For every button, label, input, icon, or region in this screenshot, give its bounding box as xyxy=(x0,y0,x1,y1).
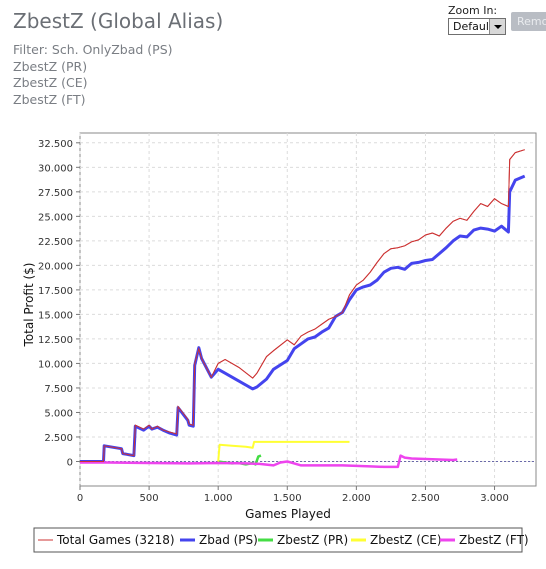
chevron-down-icon[interactable] xyxy=(489,19,505,34)
y-tick-label: 17.500 xyxy=(38,286,73,297)
y-axis-label: Total Profit ($) xyxy=(22,263,36,348)
zoom-label: Zoom In: xyxy=(448,4,498,17)
y-tick-label: 27.500 xyxy=(38,188,73,199)
legend-label: Zbad (PS) xyxy=(199,533,258,547)
y-tick-label: 5.000 xyxy=(44,408,73,419)
x-tick-label: 2.000 xyxy=(342,493,371,504)
filter-list: Filter: Sch. OnlyZbad (PS) ZbestZ (PR) Z… xyxy=(13,42,173,108)
y-tick-label: 20.000 xyxy=(38,261,73,272)
plot-area xyxy=(79,132,537,487)
filter-line: ZbestZ (FT) xyxy=(13,91,86,107)
zoom-select-value: Default xyxy=(453,20,494,33)
y-tick-label: 22.500 xyxy=(38,237,73,248)
series-line-overlay xyxy=(80,149,525,462)
y-tick-label: 25.000 xyxy=(38,212,73,223)
filter-line: Filter: Sch. OnlyZbad (PS) xyxy=(13,42,173,57)
legend-label: ZbestZ (FT) xyxy=(459,533,529,547)
y-tick-label: 32.500 xyxy=(38,139,73,150)
x-tick-label: 1.500 xyxy=(273,493,302,504)
remove-button[interactable]: Remo xyxy=(511,12,546,31)
series-line xyxy=(80,454,458,469)
y-tick-label: 0 xyxy=(67,457,73,468)
legend-label: ZbestZ (CE) xyxy=(370,533,442,547)
x-tick-label: 1.000 xyxy=(204,493,233,504)
legend-label: ZbestZ (PR) xyxy=(277,533,348,547)
y-tick-label: 7.500 xyxy=(44,384,73,395)
page-title: ZbestZ (Global Alias) xyxy=(13,9,224,33)
filter-line: ZbestZ (PR) xyxy=(13,58,88,74)
zoom-select[interactable]: Default xyxy=(448,18,506,35)
series-line xyxy=(217,440,350,462)
y-tick-label: 2.500 xyxy=(44,433,73,444)
x-tick-label: 2.500 xyxy=(411,493,440,504)
x-axis-label: Games Played xyxy=(245,507,331,521)
filter-line: ZbestZ (CE) xyxy=(13,75,88,90)
y-tick-label: 15.000 xyxy=(38,310,73,321)
legend-label: Total Games (3218) xyxy=(56,533,175,547)
x-tick-label: 500 xyxy=(140,493,159,504)
y-tick-label: 10.000 xyxy=(38,359,73,370)
x-tick-label: 0 xyxy=(77,493,83,504)
y-tick-label: 12.500 xyxy=(38,335,73,346)
y-tick-label: 30.000 xyxy=(38,163,73,174)
x-tick-label: 3.000 xyxy=(480,493,509,504)
